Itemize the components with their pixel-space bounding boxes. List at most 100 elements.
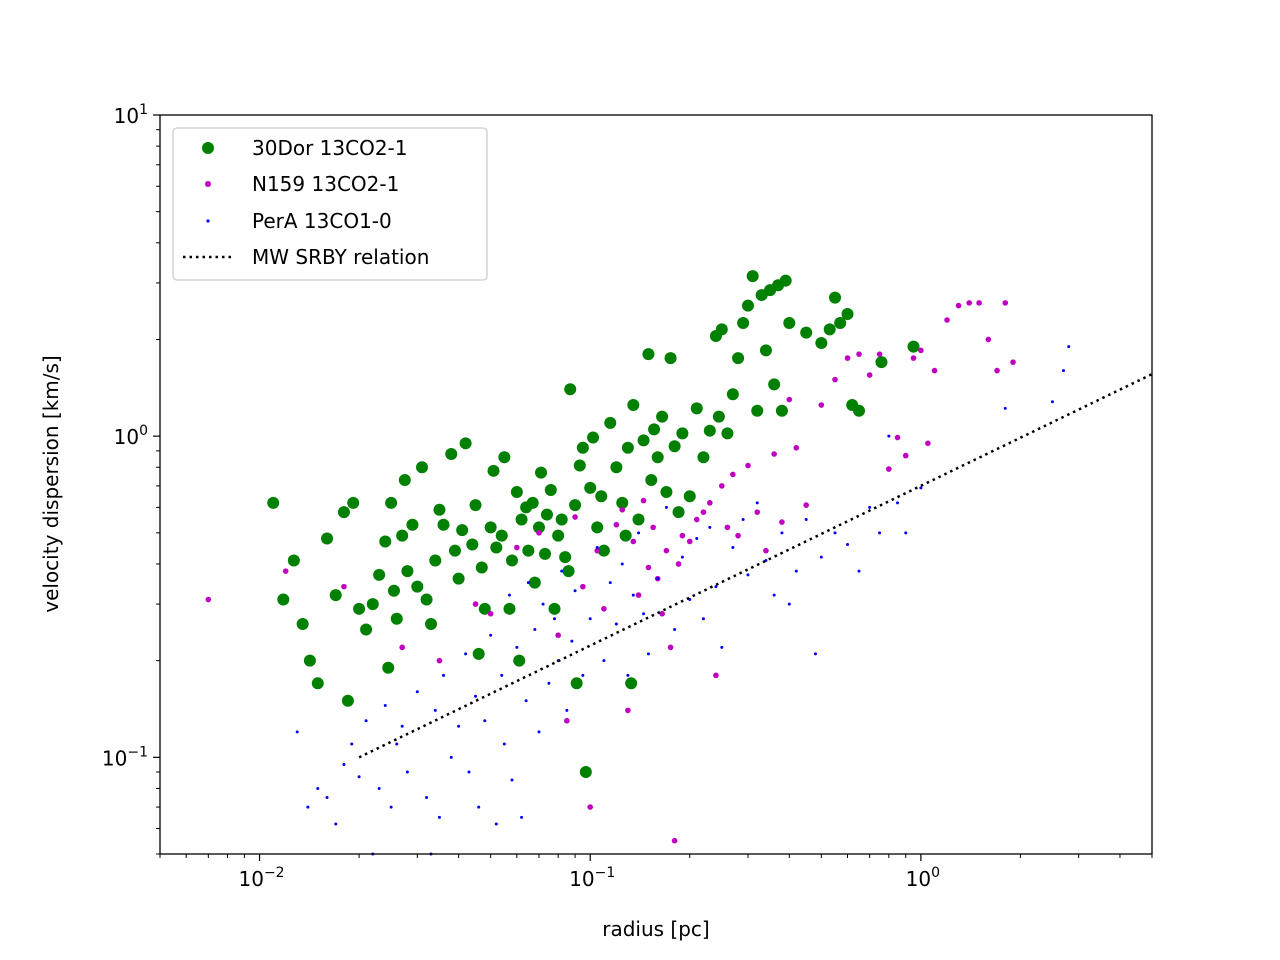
point-pera [1062, 369, 1066, 373]
point-pera [437, 815, 441, 819]
point-30dor [490, 541, 503, 554]
point-pera [405, 770, 409, 774]
point-pera [772, 593, 776, 597]
point-30dor [411, 580, 424, 593]
point-pera [533, 628, 537, 632]
point-pera [887, 434, 891, 438]
point-30dor [396, 529, 409, 542]
point-pera [295, 730, 299, 734]
point-n159 [876, 351, 883, 357]
legend-marker-30dor [202, 142, 214, 154]
point-pera [383, 703, 387, 707]
point-pera [316, 786, 320, 790]
point-pera [364, 719, 368, 723]
point-n159 [832, 376, 838, 383]
legend-box [172, 127, 488, 281]
legend-label-n159: N159 13CO2-1 [252, 172, 399, 196]
point-30dor [627, 399, 640, 412]
point-n159 [730, 471, 736, 478]
point-30dor [576, 441, 589, 454]
point-pera [804, 518, 808, 522]
point-30dor [373, 568, 386, 581]
point-30dor [535, 466, 548, 479]
point-30dor [712, 410, 725, 423]
point-30dor [311, 677, 324, 690]
point-pera [467, 770, 471, 774]
point-pera [441, 673, 445, 677]
point-n159 [679, 532, 686, 539]
point-30dor [834, 317, 847, 330]
point-pera [449, 755, 453, 759]
point-30dor [267, 496, 280, 509]
point-n159 [399, 644, 405, 651]
legend-label-pera: PerA 13CO1-0 [252, 209, 392, 233]
point-pera [664, 505, 668, 509]
point-30dor [487, 464, 500, 477]
point-n159 [487, 610, 494, 617]
point-30dor [420, 593, 433, 606]
point-30dor [562, 565, 575, 578]
point-30dor [515, 513, 528, 526]
point-pera [720, 645, 724, 649]
point-30dor [437, 518, 450, 531]
point-30dor [621, 441, 634, 454]
point-30dor [445, 447, 458, 460]
point-pera [631, 593, 635, 597]
point-n159 [902, 452, 909, 459]
point-pera [919, 486, 923, 490]
point-30dor [775, 404, 788, 417]
point-30dor [466, 538, 479, 551]
point-30dor [416, 461, 429, 474]
point-30dor [853, 404, 866, 417]
point-pera [794, 569, 798, 573]
point-30dor [401, 565, 414, 578]
point-30dor [683, 490, 696, 503]
y-tick-label: 10−1 [102, 744, 148, 770]
point-30dor [664, 352, 677, 365]
point-pera [415, 690, 419, 694]
x-tick-label: 10−2 [238, 865, 284, 891]
point-n159 [763, 547, 769, 554]
point-pera [695, 537, 699, 541]
point-pera [878, 531, 882, 535]
point-30dor [726, 388, 739, 401]
point-pera [904, 531, 908, 535]
point-30dor [648, 423, 661, 436]
point-pera [646, 652, 650, 656]
point-n159 [925, 440, 931, 447]
point-30dor [573, 459, 586, 472]
point-30dor [907, 340, 920, 353]
point-pera [507, 593, 511, 597]
point-pera [1050, 400, 1054, 404]
point-pera [1003, 406, 1007, 410]
point-n159 [675, 561, 682, 567]
point-n159 [713, 672, 719, 679]
point-pera [515, 645, 519, 649]
legend-marker-pera [206, 219, 210, 223]
point-30dor [579, 766, 592, 779]
point-30dor [625, 677, 638, 690]
point-n159 [205, 596, 212, 603]
point-pera [741, 518, 745, 522]
point-pera [306, 805, 310, 809]
point-30dor [495, 529, 508, 542]
point-pera [474, 694, 478, 698]
point-pera [813, 652, 817, 656]
point-n159 [613, 521, 620, 528]
point-30dor [498, 451, 511, 464]
point-pera [565, 708, 569, 712]
point-n159 [630, 538, 637, 545]
point-30dor [503, 602, 516, 615]
point-pera [400, 724, 404, 728]
point-pera [570, 639, 574, 643]
point-n159 [718, 483, 725, 489]
point-30dor [287, 554, 300, 567]
point-30dor [660, 486, 673, 499]
point-pera [500, 673, 504, 677]
point-30dor [642, 348, 655, 361]
y-tick-label: 101 [114, 102, 148, 128]
point-30dor [406, 518, 419, 531]
point-n159 [818, 402, 825, 408]
point-30dor [604, 416, 617, 429]
